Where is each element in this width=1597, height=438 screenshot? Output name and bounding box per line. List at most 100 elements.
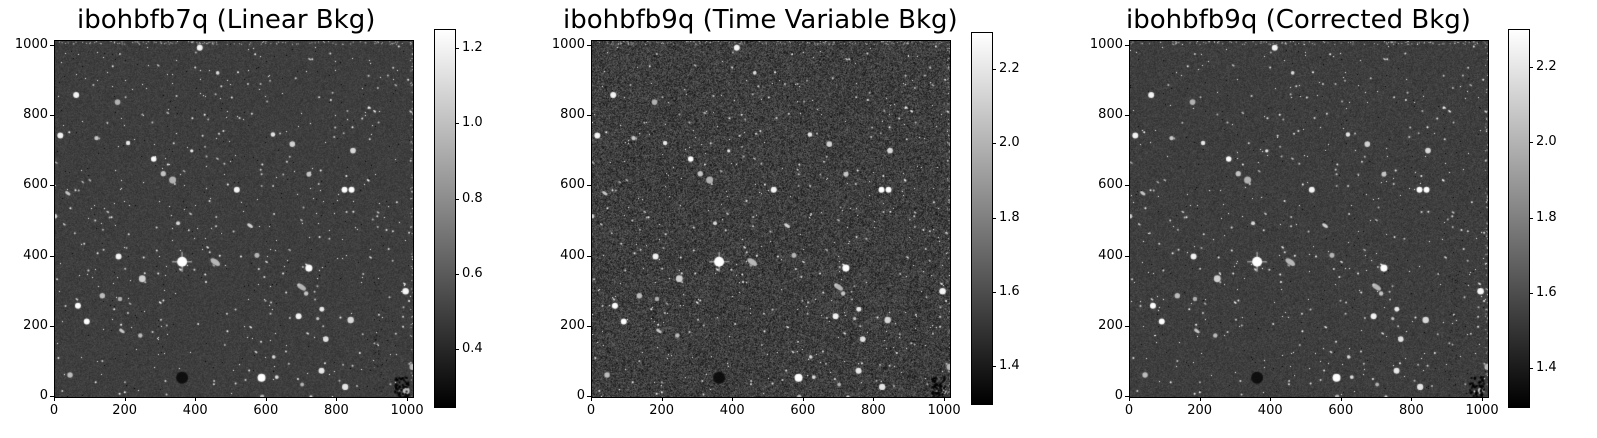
colorbar-tick-label: 0.6: [462, 266, 483, 282]
x-tick-mark: [265, 397, 267, 401]
x-tick-label: 600: [790, 403, 816, 418]
x-tick-mark: [802, 397, 804, 401]
x-tick-mark: [54, 397, 55, 401]
y-tick-mark: [587, 396, 591, 397]
colorbar-tick-mark: [1529, 292, 1533, 294]
x-tick-label: 400: [719, 403, 745, 418]
panel-title: ibohbfb9q (Time Variable Bkg): [563, 5, 958, 35]
y-tick-label: 1000: [551, 36, 585, 52]
image-panel-1: [54, 40, 414, 398]
x-tick-mark: [591, 397, 592, 401]
colorbar-tick-mark: [1529, 217, 1533, 219]
y-tick-mark: [587, 185, 591, 187]
colorbar-tick-label: 2.2: [999, 61, 1020, 77]
x-tick-mark: [1340, 397, 1342, 401]
x-tick-mark: [1411, 397, 1413, 401]
colorbar-tick-mark: [455, 123, 459, 125]
colorbar-tick-label: 0.4: [462, 341, 483, 357]
x-tick-mark: [732, 397, 734, 401]
x-tick-mark: [336, 397, 338, 401]
colorbar-tick-mark: [455, 47, 459, 49]
y-tick-mark: [1125, 325, 1129, 327]
x-tick-label: 0: [1124, 403, 1134, 418]
colorbar-tick-label: 2.0: [1536, 134, 1557, 150]
x-tick-label: 0: [586, 403, 596, 418]
colorbar-tick-label: 2.0: [999, 135, 1020, 151]
x-tick-mark: [873, 397, 875, 401]
x-tick-mark: [661, 397, 663, 401]
y-tick-label: 800: [1098, 107, 1123, 123]
image-panel-3: [1129, 40, 1489, 398]
y-tick-mark: [587, 255, 591, 257]
x-tick-mark: [407, 397, 409, 401]
image-canvas-2: [592, 41, 950, 397]
x-tick-mark: [944, 397, 946, 401]
x-tick-label: 400: [1257, 403, 1283, 418]
x-tick-label: 800: [1399, 403, 1424, 418]
x-tick-mark: [195, 397, 197, 401]
y-tick-mark: [1125, 255, 1129, 257]
y-tick-mark: [1125, 185, 1129, 187]
colorbar-tick-mark: [1529, 142, 1533, 144]
x-tick-mark: [1270, 397, 1272, 401]
y-tick-label: 0: [576, 388, 585, 403]
y-tick-mark: [587, 325, 591, 327]
y-tick-label: 200: [23, 317, 48, 333]
y-tick-mark: [50, 325, 54, 327]
y-tick-mark: [50, 396, 54, 397]
y-tick-label: 400: [23, 247, 48, 263]
x-tick-label: 400: [182, 403, 208, 418]
colorbar-tick-label: 1.6: [1536, 284, 1557, 300]
colorbar-tick-mark: [455, 198, 459, 200]
y-tick-mark: [50, 44, 54, 46]
x-tick-label: 600: [253, 403, 279, 418]
y-tick-label: 400: [1098, 247, 1123, 263]
colorbar-tick-mark: [992, 143, 996, 145]
x-tick-label: 0: [49, 403, 59, 418]
y-tick-mark: [587, 44, 591, 46]
x-tick-mark: [1482, 397, 1484, 401]
y-tick-mark: [1125, 115, 1129, 117]
x-tick-label: 1000: [390, 403, 424, 418]
x-tick-mark: [1129, 397, 1130, 401]
image-canvas-1: [55, 41, 413, 397]
colorbar-tick-label: 1.8: [999, 209, 1020, 225]
colorbar-tick-mark: [455, 274, 459, 276]
colorbar-tick-label: 1.4: [1536, 360, 1557, 376]
colorbar-tick-mark: [992, 365, 996, 367]
colorbar-tick-mark: [992, 291, 996, 293]
y-tick-label: 0: [39, 388, 48, 403]
colorbar-tick-label: 0.8: [462, 190, 483, 206]
colorbar-tick-mark: [455, 349, 459, 351]
panel-title: ibohbfb9q (Corrected Bkg): [1126, 5, 1471, 35]
colorbar-tick-mark: [992, 69, 996, 71]
y-tick-mark: [50, 115, 54, 117]
y-tick-label: 800: [560, 107, 585, 123]
y-tick-mark: [50, 255, 54, 257]
x-tick-label: 800: [324, 403, 349, 418]
colorbar-3: [1508, 29, 1530, 408]
colorbar-tick-mark: [992, 217, 996, 219]
x-tick-label: 1000: [1465, 403, 1499, 418]
panel-title: ibohbfb7q (Linear Bkg): [77, 5, 376, 35]
y-tick-label: 800: [23, 107, 48, 123]
y-tick-label: 600: [560, 177, 585, 193]
image-panel-2: [591, 40, 951, 398]
y-tick-mark: [1125, 44, 1129, 46]
y-tick-mark: [50, 185, 54, 187]
y-tick-label: 1000: [14, 36, 48, 52]
x-tick-mark: [1199, 397, 1201, 401]
x-tick-label: 1000: [927, 403, 961, 418]
y-tick-label: 200: [560, 317, 585, 333]
y-tick-mark: [587, 115, 591, 117]
colorbar-tick-mark: [1529, 368, 1533, 370]
image-canvas-3: [1130, 41, 1488, 397]
x-tick-mark: [124, 397, 126, 401]
x-tick-label: 800: [861, 403, 886, 418]
colorbar-2: [971, 32, 993, 405]
colorbar-tick-label: 1.6: [999, 283, 1020, 299]
y-tick-label: 200: [1098, 317, 1123, 333]
colorbar-tick-label: 1.2: [462, 39, 483, 55]
colorbar-tick-label: 1.8: [1536, 209, 1557, 225]
colorbar-tick-mark: [1529, 66, 1533, 68]
